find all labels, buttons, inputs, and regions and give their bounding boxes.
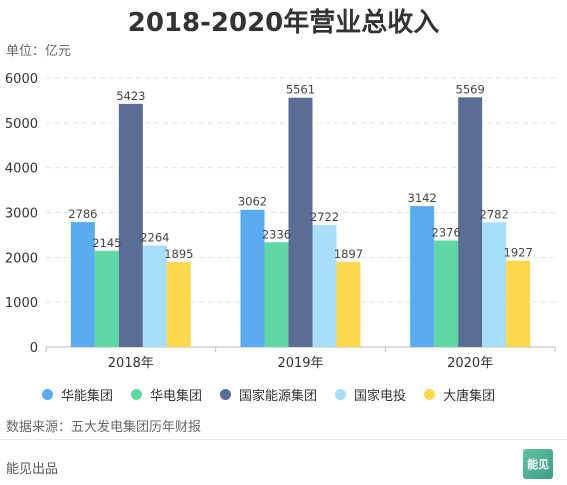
chart-title: 2018-2020年营业总收入 [127,8,440,38]
data-label: 2336 [262,227,291,241]
bar [70,222,95,347]
x-tick-label: 2019年 [277,356,323,371]
data-label: 5423 [116,89,145,103]
bar [240,209,265,347]
bar [410,206,435,347]
unit-label: 单位：亿元 [6,44,72,59]
legend: 华能集团 华电集团 国家能源集团 国家电投 大唐集团 [42,384,562,404]
data-label: 3142 [408,191,437,205]
data-label: 1897 [334,247,363,261]
y-tick-label: 1000 [5,296,38,311]
legend-swatch [131,388,143,400]
footer-divider [0,439,567,440]
bar [482,222,507,347]
data-label: 5561 [286,83,315,97]
data-label: 2722 [310,210,339,224]
y-tick-label: 4000 [5,162,38,177]
x-axis-ticks: 2018年 2019年 2020年 [108,356,493,371]
bar [118,103,143,347]
legend-swatch [424,388,436,400]
legend-item: 华能集团 [42,385,113,404]
legend-label: 华能集团 [61,388,114,404]
data-label: 2145 [92,236,121,250]
legend-item: 华电集团 [131,385,202,404]
data-source: 数据来源：五大发电集团历年财报 [6,420,202,435]
footer-credit: 能见出品 [6,462,59,477]
bars [70,97,531,348]
bar [166,262,191,347]
x-tick-label: 2018年 [108,356,154,371]
bar [312,224,337,347]
data-label: 1927 [504,246,533,260]
bar [458,97,483,347]
legend-swatch [42,388,53,400]
y-tick-label: 3000 [5,207,38,222]
y-tick-label: 5000 [5,117,38,132]
legend-label: 华电集团 [150,388,203,404]
bar [94,250,119,347]
data-labels: 2786 2145 5423 2264 1895 3062 2336 5561 2722 1897… [68,82,533,261]
data-label: 2782 [480,207,509,221]
bar-chart: 0 1000 2000 3000 4000 5000 6000 2786 2145 5423 22… [5,72,556,371]
bar [336,261,361,347]
legend-item: 国家电投 [335,385,406,404]
brand-logo: 能见 [523,449,553,479]
legend-swatch [335,388,347,400]
y-axis-ticks: 0 1000 2000 3000 4000 5000 6000 [5,72,38,356]
y-tick-label: 6000 [5,72,38,87]
legend-item: 大唐集团 [424,385,495,404]
data-label: 2264 [140,230,169,244]
data-label: 3062 [238,195,267,209]
data-label: 2786 [68,207,97,221]
legend-label: 大唐集团 [443,388,496,404]
data-label: 2376 [432,225,461,239]
bar [288,97,313,348]
y-tick-label: 2000 [5,251,38,266]
data-label: 1895 [164,247,193,261]
legend-label: 国家能源集团 [239,388,318,404]
legend-item: 国家能源集团 [220,385,317,404]
bar [434,240,459,347]
legend-label: 国家电投 [354,388,407,404]
data-label: 5569 [456,82,485,96]
bar [264,242,289,347]
legend-swatch [220,388,232,400]
bar [142,245,167,347]
x-tick-label: 2020年 [447,356,493,371]
bar [506,260,531,347]
y-tick-label: 0 [30,341,38,356]
